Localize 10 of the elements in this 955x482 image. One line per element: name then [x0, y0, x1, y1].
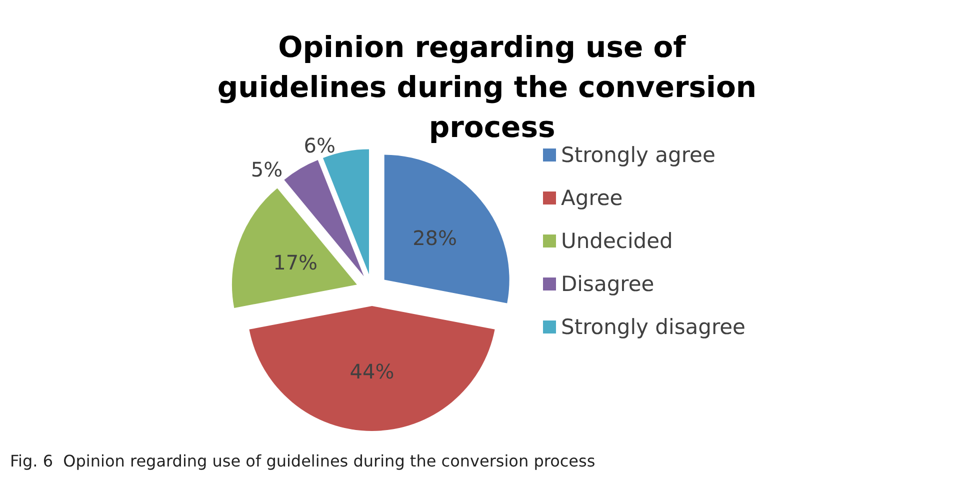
caption: Fig. 6 Opinion regarding use of guidelines during the conversion process: [10, 452, 596, 470]
data-label: 28%: [412, 226, 458, 250]
data-label: 17%: [273, 250, 318, 274]
legend-label: Strongly disagree: [561, 315, 746, 339]
legend-label: Disagree: [561, 272, 654, 296]
data-label: 44%: [350, 360, 394, 384]
legend-label: Agree: [561, 186, 623, 210]
legend-label: Strongly agree: [561, 143, 716, 167]
legend-label: Undecided: [561, 229, 673, 253]
data-label: 5%: [250, 158, 283, 182]
